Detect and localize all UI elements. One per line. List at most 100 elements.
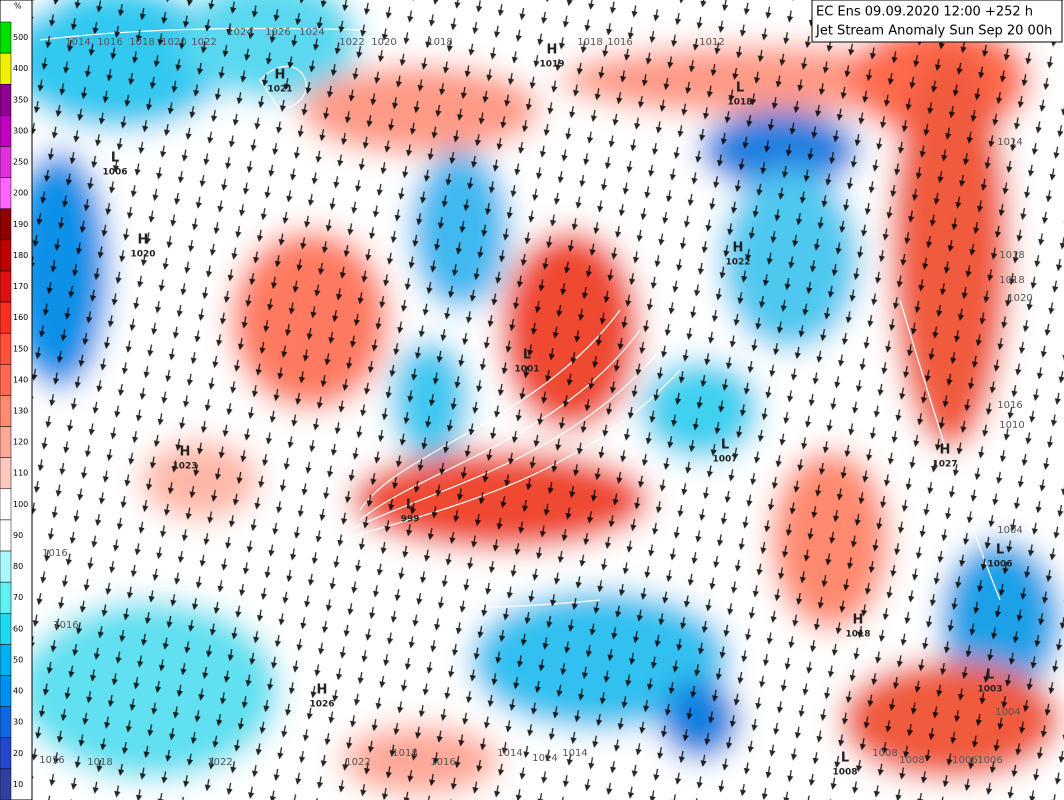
isobar-labels: 1014 1016 1018 1020 1022 1024 1026 1024 1022 1020… (39, 27, 1032, 768)
legend-swatch (0, 737, 12, 770)
legend-swatch (0, 519, 12, 552)
legend-swatch (0, 301, 12, 334)
legend-label: 100 (13, 500, 28, 509)
isobar-label: 1018 (427, 37, 452, 48)
legend-label: 110 (13, 469, 28, 478)
legend-label: 30 (13, 718, 23, 727)
legend-label: 140 (13, 375, 28, 384)
pressure-center-type: H (275, 68, 286, 83)
pressure-center-type: H (138, 233, 149, 248)
isobar-label: 1016 (430, 757, 455, 768)
legend-swatch (0, 270, 12, 303)
legend-swatch (0, 146, 12, 178)
isobar-label: 1018 (87, 757, 112, 768)
pressure-center-value: 1020 (130, 250, 155, 260)
isobar-label: 1022 (191, 37, 216, 48)
pressure-center-type: H (733, 241, 744, 256)
legend-swatch (0, 706, 12, 739)
isobar-label: 1016 (53, 620, 78, 631)
pressure-center-type: H (317, 683, 328, 698)
legend-swatch (0, 52, 12, 85)
wind-arrows (32, 0, 1064, 800)
isobar-label: 1016 (97, 37, 122, 48)
isobar-label: 1018 (999, 250, 1024, 261)
isobar-label: 1016 (607, 37, 632, 48)
color-legend: % 500 400 350 300 250 200 190 180 170 160 150 140 130… (0, 0, 33, 800)
legend-swatch (0, 21, 12, 54)
pressure-center-value: 1021 (267, 85, 292, 95)
isobar-label: 1014 (562, 748, 587, 759)
isobar-label: 1020 (161, 37, 186, 48)
legend-swatch (0, 768, 12, 800)
pressure-center-type: L (111, 151, 119, 166)
legend-swatch (0, 177, 12, 209)
isobar-label: 1004 (997, 525, 1022, 536)
legend-label: 300 (13, 126, 28, 135)
isobar-label: 1016 (997, 400, 1022, 411)
pressure-center-type: L (523, 348, 531, 363)
isobar-label: 1008 (899, 755, 924, 766)
isobar-label: 1008 (872, 748, 897, 759)
pressure-center-type: H (547, 43, 558, 58)
header-line: Jet Stream Anomaly Sun Sep 20 00h (815, 24, 1052, 39)
pressure-center-type: H (180, 445, 191, 460)
pressure-center-value: 1006 (987, 560, 1012, 570)
pressure-center-value: 1008 (832, 768, 857, 778)
isobar-label: 1012 (699, 37, 724, 48)
isobar-label: 1018 (129, 37, 154, 48)
legend-swatch (0, 115, 12, 147)
legend-label: 120 (13, 438, 28, 447)
legend-swatch (0, 675, 12, 707)
legend-swatch (0, 581, 12, 614)
pressure-centers: H 1021 L 1006 H 1020 H 1019 L 1018 H 1022 L 1001 L 1007… (102, 43, 1012, 778)
isobar-label: 1006 (977, 755, 1002, 766)
pressure-center-value: 1007 (712, 455, 737, 465)
pressure-center-type: L (736, 81, 744, 96)
isobar-label: 1018 (999, 275, 1024, 286)
isobar-label: 1020 (371, 37, 396, 48)
pressure-center-type: L (996, 543, 1004, 558)
legend-label: 90 (13, 531, 23, 540)
isobar-label: 1014 (497, 748, 522, 759)
legend-swatch (0, 426, 12, 458)
legend-label: 40 (13, 687, 23, 696)
legend-label: 20 (13, 749, 23, 758)
isobar-label: 1010 (999, 420, 1024, 431)
legend-swatch (0, 550, 12, 583)
isobar-label: 1022 (345, 757, 370, 768)
isobar-label: 1018 (577, 37, 602, 48)
legend-label: 80 (13, 562, 23, 571)
legend-swatch (0, 395, 12, 427)
pressure-center-type: L (841, 751, 849, 766)
legend-swatch (0, 83, 12, 116)
legend-label: 250 (13, 158, 28, 167)
isobar-label: 1022 (207, 757, 232, 768)
isobar-label: 1014 (997, 137, 1022, 148)
legend-swatch (0, 644, 12, 676)
pressure-center-value: 1018 (727, 98, 752, 108)
legend-swatch (0, 239, 12, 272)
legend-swatch (0, 457, 12, 490)
pressure-center-value: 1001 (514, 365, 539, 375)
legend-label: 200 (13, 189, 28, 198)
pressure-center-value: 1003 (977, 685, 1002, 695)
legend-unit: % (14, 2, 22, 11)
isobar-label: 1022 (339, 37, 364, 48)
isobar-label: 1016 (42, 548, 67, 559)
isobar-label: 1016 (39, 755, 64, 766)
pressure-center-value: 1027 (932, 460, 957, 470)
legend-label: 70 (13, 593, 23, 602)
legend-label: 160 (13, 313, 28, 322)
legend-swatch (0, 488, 12, 521)
pressure-center-type: L (986, 668, 994, 683)
pressure-center-type: H (853, 613, 864, 628)
legend-swatch (0, 332, 12, 365)
pressure-center-type: H (940, 443, 951, 458)
legend-label: 50 (13, 655, 23, 664)
header-line: EC Ens 09.09.2020 12:00 +252 h (816, 5, 1033, 20)
isobar-label: 1026 (265, 27, 290, 38)
legend-swatch (0, 208, 12, 241)
isobar-label: 1024 (227, 27, 252, 38)
pressure-center-type: L (721, 438, 729, 453)
